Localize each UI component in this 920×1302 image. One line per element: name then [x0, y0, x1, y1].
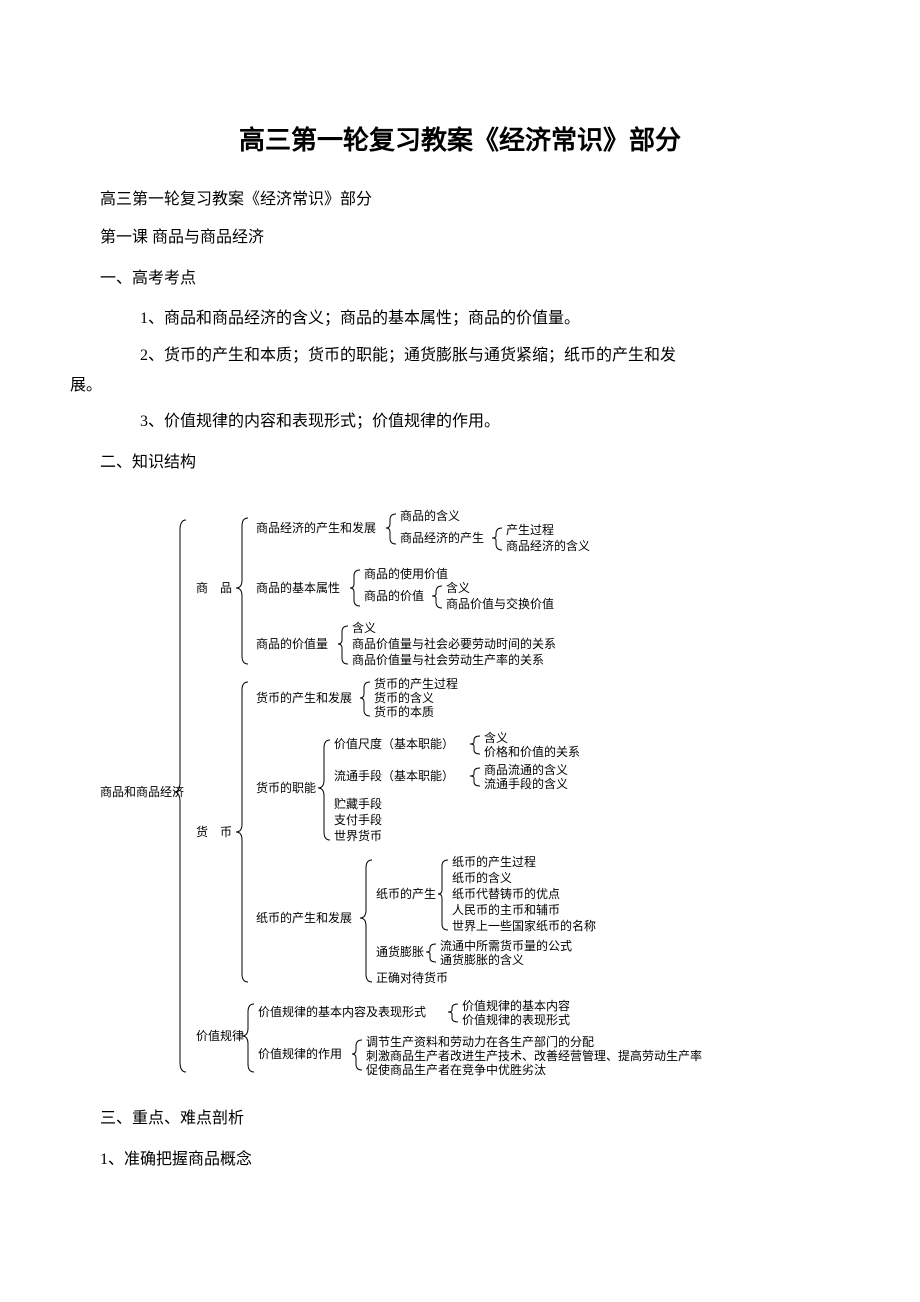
node-b2c3d2e2: 通货膨胀的含义 [440, 952, 524, 967]
node-b3: 价值规律 [196, 1028, 244, 1043]
node-root: 商品和商品经济 [100, 784, 184, 799]
tree-svg: 商品和商品经济 商 品 商品经济的产生和发展 商品的含义 商品经济的产生 产生过… [100, 496, 870, 1086]
lesson-line: 第一课 商品与商品经济 [100, 223, 850, 253]
node-b3c1d1: 价值规律的基本内容 [462, 998, 570, 1013]
exam-point-3: 3、价值规律的内容和表现形式；价值规律的作用。 [140, 407, 850, 437]
section-3-head: 三、重点、难点剖析 [100, 1104, 850, 1134]
node-b2c1d1: 货币的产生过程 [374, 676, 458, 691]
node-b1c3d3: 商品价值量与社会劳动生产率的关系 [352, 652, 544, 667]
exam-point-2: 2、货币的产生和本质；货币的职能；通货膨胀与通货紧缩；纸币的产生和发 展。 [70, 341, 850, 402]
node-b3c2d3: 促使商品生产者在竞争中优胜劣汰 [366, 1062, 546, 1077]
node-b3c1: 价值规律的基本内容及表现形式 [258, 1004, 426, 1019]
node-b1c1d2: 商品经济的产生 [400, 530, 484, 545]
node-b1c3: 商品的价值量 [256, 636, 328, 651]
node-b2c3d1e3: 纸币代替铸币的优点 [452, 886, 560, 901]
section-2-head: 二、知识结构 [100, 448, 850, 478]
node-b2c3: 纸币的产生和发展 [256, 910, 352, 925]
node-b1c3d1: 含义 [352, 620, 376, 635]
node-b2c2d4: 支付手段 [334, 812, 382, 827]
knowledge-tree-diagram: 商品和商品经济 商 品 商品经济的产生和发展 商品的含义 商品经济的产生 产生过… [100, 496, 850, 1086]
exam-point-2b: 展。 [70, 371, 850, 401]
node-b2c3d2: 通货膨胀 [376, 944, 424, 959]
node-b2c1d3: 货币的本质 [374, 704, 434, 719]
subtitle-line: 高三第一轮复习教案《经济常识》部分 [100, 185, 850, 215]
node-b1c1d2e2: 商品经济的含义 [506, 538, 590, 553]
node-b1c2d2e2: 商品价值与交换价值 [446, 596, 554, 611]
node-b2c3d1: 纸币的产生 [376, 886, 436, 901]
node-b2c3d1e1: 纸币的产生过程 [452, 854, 536, 869]
node-b2: 货 币 [196, 824, 232, 839]
node-b2c2d5: 世界货币 [334, 828, 382, 843]
node-b2c1d2: 货币的含义 [374, 690, 434, 705]
node-b2c2d3: 贮藏手段 [334, 796, 382, 811]
page-title: 高三第一轮复习教案《经济常识》部分 [70, 120, 850, 157]
node-b1c1d1: 商品的含义 [400, 508, 460, 523]
node-b1c1: 商品经济的产生和发展 [256, 520, 376, 535]
node-b2c1: 货币的产生和发展 [256, 690, 352, 705]
node-b2c3d2e1: 流通中所需货币量的公式 [440, 938, 572, 953]
exam-point-2a: 2、货币的产生和本质；货币的职能；通货膨胀与通货紧缩；纸币的产生和发 [140, 341, 850, 371]
node-b2c2d2e1: 商品流通的含义 [484, 762, 568, 777]
exam-point-1: 1、商品和商品经济的含义；商品的基本属性；商品的价值量。 [140, 304, 850, 334]
node-b1c2d2: 商品的价值 [364, 588, 424, 603]
section-3-p1: 1、准确把握商品概念 [100, 1145, 850, 1175]
node-b2c2: 货币的职能 [256, 780, 316, 795]
node-b1c3d2: 商品价值量与社会必要劳动时间的关系 [352, 636, 556, 651]
document-page: 高三第一轮复习教案《经济常识》部分 高三第一轮复习教案《经济常识》部分 第一课 … [0, 0, 920, 1243]
node-b2c3d3: 正确对待货币 [376, 970, 448, 985]
node-b1c2d1: 商品的使用价值 [364, 566, 448, 581]
section-1-head: 一、高考考点 [100, 264, 850, 294]
node-b1: 商 品 [196, 580, 232, 595]
node-b1c2d2e1: 含义 [446, 580, 470, 595]
node-b1c2: 商品的基本属性 [256, 580, 340, 595]
node-b2c2d1: 价值尺度（基本职能） [334, 736, 454, 751]
node-b3c2d1: 调节生产资料和劳动力在各生产部门的分配 [366, 1034, 594, 1049]
node-b3c2d2: 刺激商品生产者改进生产技术、改善经营管理、提高劳动生产率 [366, 1048, 702, 1063]
node-b2c2d1e1: 含义 [484, 730, 508, 745]
node-b2c3d1e4: 人民币的主币和辅币 [452, 902, 560, 917]
node-b3c1d2: 价值规律的表现形式 [462, 1012, 570, 1027]
node-b1c1d2e1: 产生过程 [506, 522, 554, 537]
node-b2c2d1e2: 价格和价值的关系 [484, 744, 580, 759]
node-b2c2d2: 流通手段（基本职能） [334, 768, 454, 783]
node-b2c3d1e5: 世界上一些国家纸币的名称 [452, 918, 596, 933]
node-b2c2d2e2: 流通手段的含义 [484, 776, 568, 791]
node-b3c2: 价值规律的作用 [258, 1046, 342, 1061]
node-b2c3d1e2: 纸币的含义 [452, 870, 512, 885]
